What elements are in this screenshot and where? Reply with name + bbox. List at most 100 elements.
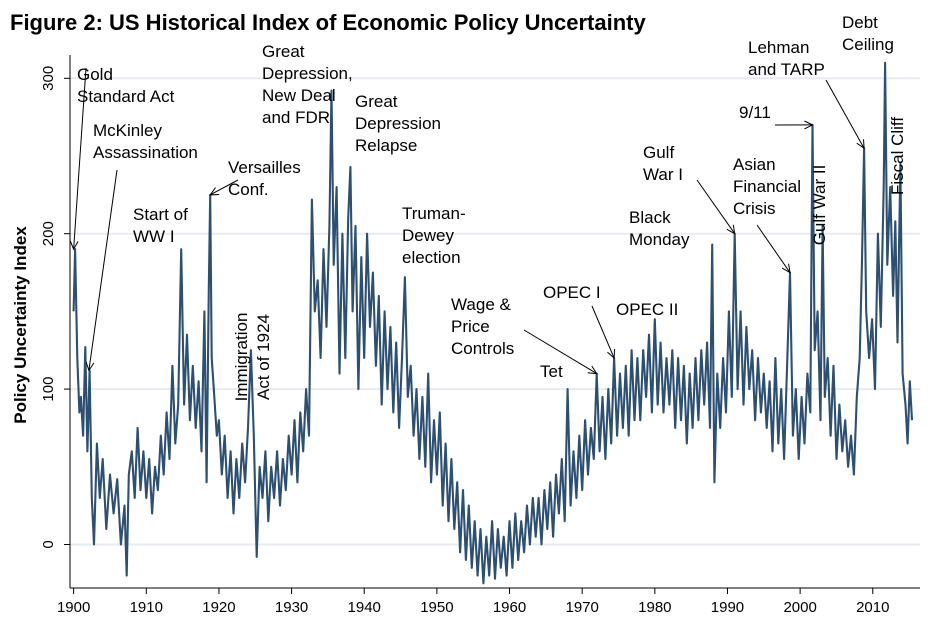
arrow-head — [209, 187, 220, 196]
annotation-line: War I — [643, 165, 683, 184]
annotation-label: Versailles Conf. — [228, 158, 301, 199]
annotation-arrow — [69, 67, 87, 251]
annotation-line: Great — [262, 42, 305, 61]
x-tick-label: 2000 — [783, 599, 816, 616]
annotation-line: Tet — [540, 362, 563, 381]
annotation-line: Wage & — [451, 295, 512, 314]
x-tick-label: 1970 — [565, 599, 598, 616]
tick-layer: 0 100 200 300 1900 1910 1920 1930 1940 1950 1960 19… — [40, 66, 889, 616]
annotation-label: Debt Ceiling — [842, 13, 894, 54]
arrow-head — [587, 365, 598, 375]
arrow-shaft — [825, 79, 865, 149]
annotation-line: Price — [451, 317, 490, 336]
y-tick-label: 0 — [40, 540, 57, 548]
arrow-head — [781, 263, 791, 274]
arrow-shaft — [73, 67, 87, 250]
annotation-label: Truman- Dewey election — [402, 204, 466, 267]
annotation-line: Versailles — [228, 158, 301, 177]
annotation-label: Immigration Act of 1924 — [232, 313, 273, 402]
annotation-label: 9/11 — [739, 103, 771, 122]
annotation-line: Start of — [133, 205, 188, 224]
annotation-line: Truman- — [402, 204, 466, 223]
annotation-line: Assassination — [93, 143, 198, 162]
arrow-shaft — [756, 224, 791, 273]
annotation-line: Gold — [77, 65, 113, 84]
arrow-head — [804, 120, 814, 130]
annotation-line: Gulf War II — [810, 165, 829, 246]
y-tick-label: 100 — [40, 377, 57, 402]
annotation-label: Great Depression Relapse — [355, 92, 441, 155]
x-tick-label: 1920 — [202, 599, 235, 616]
annotation-line: Depression, — [262, 64, 353, 83]
arrow-head — [607, 348, 616, 360]
annotation-line: Act of 1924 — [254, 314, 273, 400]
annotation-line: OPEC I — [543, 283, 601, 302]
x-tick-label: 1960 — [493, 599, 526, 616]
annotation-label: Great Depression, New Deal and FDR — [262, 42, 353, 127]
annotation-line: Black — [629, 208, 671, 227]
annotation-line: Standard Act — [77, 87, 175, 106]
annotation-line: Great — [355, 92, 398, 111]
annotation-line: Financial — [733, 177, 801, 196]
annotation-line: election — [402, 248, 461, 267]
annotation-arrow — [209, 179, 239, 196]
x-tick-label: 1950 — [420, 599, 453, 616]
arrow-head — [726, 224, 736, 235]
annotation-line: Relapse — [355, 136, 417, 155]
x-tick-label: 1910 — [130, 599, 163, 616]
annotation-line: Monday — [629, 230, 690, 249]
annotation-line: Depression — [355, 114, 441, 133]
annotation-label: Black Monday — [629, 208, 690, 249]
annotation-line: Lehman — [748, 38, 809, 57]
x-tick-label: 1940 — [348, 599, 381, 616]
annotation-label: Tet — [540, 362, 563, 381]
annotation-label: Lehman and TARP — [748, 38, 825, 79]
chart-title: Figure 2: US Historical Index of Economi… — [10, 10, 646, 35]
annotation-line: and TARP — [748, 60, 825, 79]
x-tick-label: 1900 — [57, 599, 90, 616]
annotation-line: Ceiling — [842, 35, 894, 54]
annotation-arrow — [756, 224, 791, 274]
grid-layer — [70, 77, 920, 546]
arrow-head — [85, 361, 95, 372]
annotation-line: McKinley — [93, 121, 162, 140]
annotation-label: Gulf War I — [643, 143, 683, 184]
x-tick-label: 1990 — [711, 599, 744, 616]
x-tick-label: 2010 — [856, 599, 889, 616]
series-line — [72, 61, 914, 585]
arrow-shaft — [88, 169, 118, 371]
annotation-label: OPEC II — [616, 300, 678, 319]
arrow-head — [69, 240, 79, 251]
annotation-label: Gold Standard Act — [77, 65, 175, 106]
annotation-label: Wage & Price Controls — [451, 295, 514, 358]
annotation-label: Fiscal Cliff — [888, 117, 907, 195]
y-tick-label: 200 — [40, 221, 57, 246]
annotation-arrow — [523, 329, 598, 375]
x-tick-label: 1980 — [638, 599, 671, 616]
annotation-line: New Deal — [262, 86, 336, 105]
annotation-line: Dewey — [402, 226, 454, 245]
arrow-shaft — [523, 329, 597, 374]
annotation-line: Fiscal Cliff — [888, 117, 907, 195]
annotation-label: Asian Financial Crisis — [733, 155, 801, 218]
y-tick-label: 300 — [40, 66, 57, 91]
annotation-line: Debt — [842, 13, 878, 32]
x-tick-label: 1930 — [275, 599, 308, 616]
annotation-line: Conf. — [228, 180, 269, 199]
annotation-line: WW I — [133, 227, 175, 246]
annotation-line: Asian — [733, 155, 776, 174]
arrow-shaft — [696, 179, 736, 234]
annotation-line: Gulf — [643, 143, 674, 162]
annotation-line: Immigration — [232, 313, 251, 402]
annotation-arrow — [85, 169, 118, 372]
annotation-label: McKinley Assassination — [93, 121, 198, 162]
annotation-label: OPEC I — [543, 283, 601, 302]
annotation-arrow — [774, 120, 814, 130]
annotation-label: Gulf War II — [810, 165, 829, 246]
annotation-arrow — [696, 179, 736, 235]
arrow-shaft — [209, 179, 239, 196]
annotation-line: and FDR — [262, 108, 330, 127]
arrow-head — [856, 139, 865, 150]
annotation-line: Controls — [451, 339, 514, 358]
